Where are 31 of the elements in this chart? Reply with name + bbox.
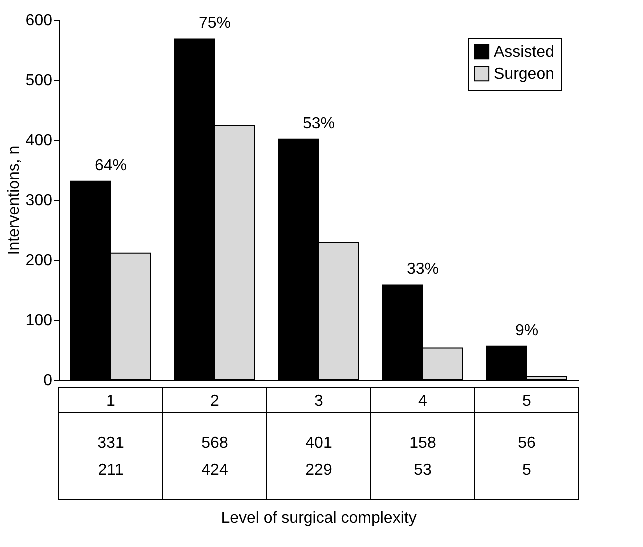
data-label: 5 bbox=[522, 462, 532, 479]
y-tick-label: 600 bbox=[26, 12, 53, 30]
annotation: 33% bbox=[406, 261, 440, 278]
data-label: 211 bbox=[98, 462, 124, 479]
data-label: 424 bbox=[202, 462, 228, 479]
data-label: 229 bbox=[306, 462, 332, 479]
data-label: 53 bbox=[414, 462, 432, 479]
legend-label: Assisted bbox=[494, 44, 554, 61]
x-tick-label: 5 bbox=[522, 393, 532, 410]
y-axis-title: Interventions, n bbox=[6, 146, 23, 256]
y-tick-label: 400 bbox=[26, 132, 53, 150]
y-tick-label: 500 bbox=[26, 72, 53, 90]
x-tick-label: 2 bbox=[210, 393, 220, 410]
data-label: 568 bbox=[202, 435, 228, 452]
y-tick-label: 300 bbox=[26, 192, 53, 210]
annotation: 75% bbox=[198, 15, 232, 32]
data-label: 331 bbox=[98, 435, 124, 452]
data-label: 158 bbox=[410, 435, 436, 452]
data-label: 56 bbox=[518, 435, 536, 452]
x-tick-label: 1 bbox=[106, 393, 116, 410]
y-tick-label: 0 bbox=[44, 372, 53, 390]
x-tick-label: 4 bbox=[418, 393, 428, 410]
annotation: 9% bbox=[515, 322, 539, 340]
text: Level of surgical complexity bbox=[221, 510, 417, 527]
legend-label: Surgeon bbox=[494, 66, 554, 83]
annotation: 64% bbox=[94, 157, 128, 174]
y-tick-label: 200 bbox=[26, 252, 53, 270]
data-label: 401 bbox=[306, 435, 332, 452]
y-tick-label: 100 bbox=[26, 312, 53, 330]
x-tick-label: 3 bbox=[314, 393, 324, 410]
annotation: 53% bbox=[302, 115, 336, 132]
